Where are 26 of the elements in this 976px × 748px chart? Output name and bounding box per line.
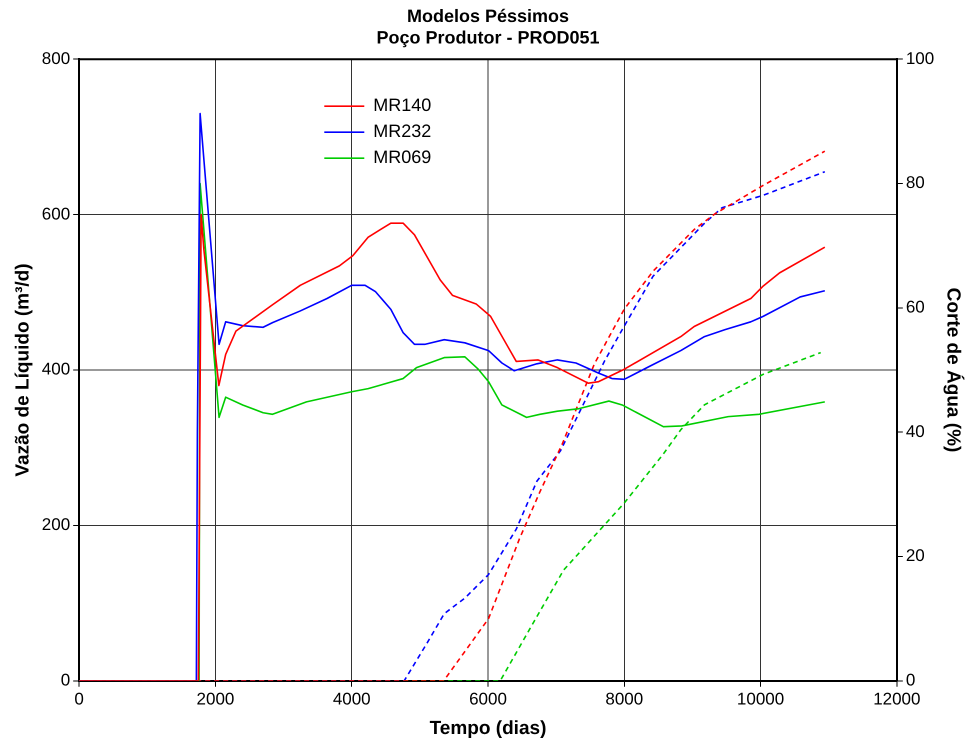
chart-title: Modelos Péssimos [406, 6, 570, 26]
x-tick-label: 2000 [196, 690, 234, 709]
chart-subtitle: Poço Produtor - PROD051 [376, 27, 600, 48]
y2-tick-label: 100 [906, 48, 934, 68]
y-tick-label: 800 [42, 48, 70, 68]
y-tick-label: 200 [42, 515, 70, 534]
x-tick-label: 4000 [332, 690, 371, 709]
x-tick-label: 6000 [469, 690, 507, 709]
legend-label: MR069 [373, 147, 432, 168]
y-tick-label: 400 [42, 360, 70, 379]
x-tick-label: 8000 [605, 690, 644, 709]
y2-axis-title: Corte de Água (%) [942, 288, 964, 452]
y2-tick-label: 40 [906, 422, 925, 441]
x-axis-title: Tempo (dias) [430, 718, 546, 739]
y-tick-label: 600 [42, 204, 70, 224]
y2-tick-label: 20 [906, 546, 925, 566]
x-tick-label: 0 [74, 690, 84, 709]
y-axis-title: Vazão de Líquido (m³/d) [12, 263, 34, 477]
y-tick-label: 0 [60, 670, 70, 690]
x-tick-label: 12000 [873, 690, 920, 709]
y2-tick-label: 80 [906, 173, 925, 192]
x-tick-label: 10000 [736, 690, 784, 709]
y2-tick-label: 60 [906, 298, 925, 317]
y2-tick-label: 0 [906, 670, 916, 690]
legend-label: MR140 [373, 95, 432, 116]
legend-label: MR232 [373, 121, 432, 142]
